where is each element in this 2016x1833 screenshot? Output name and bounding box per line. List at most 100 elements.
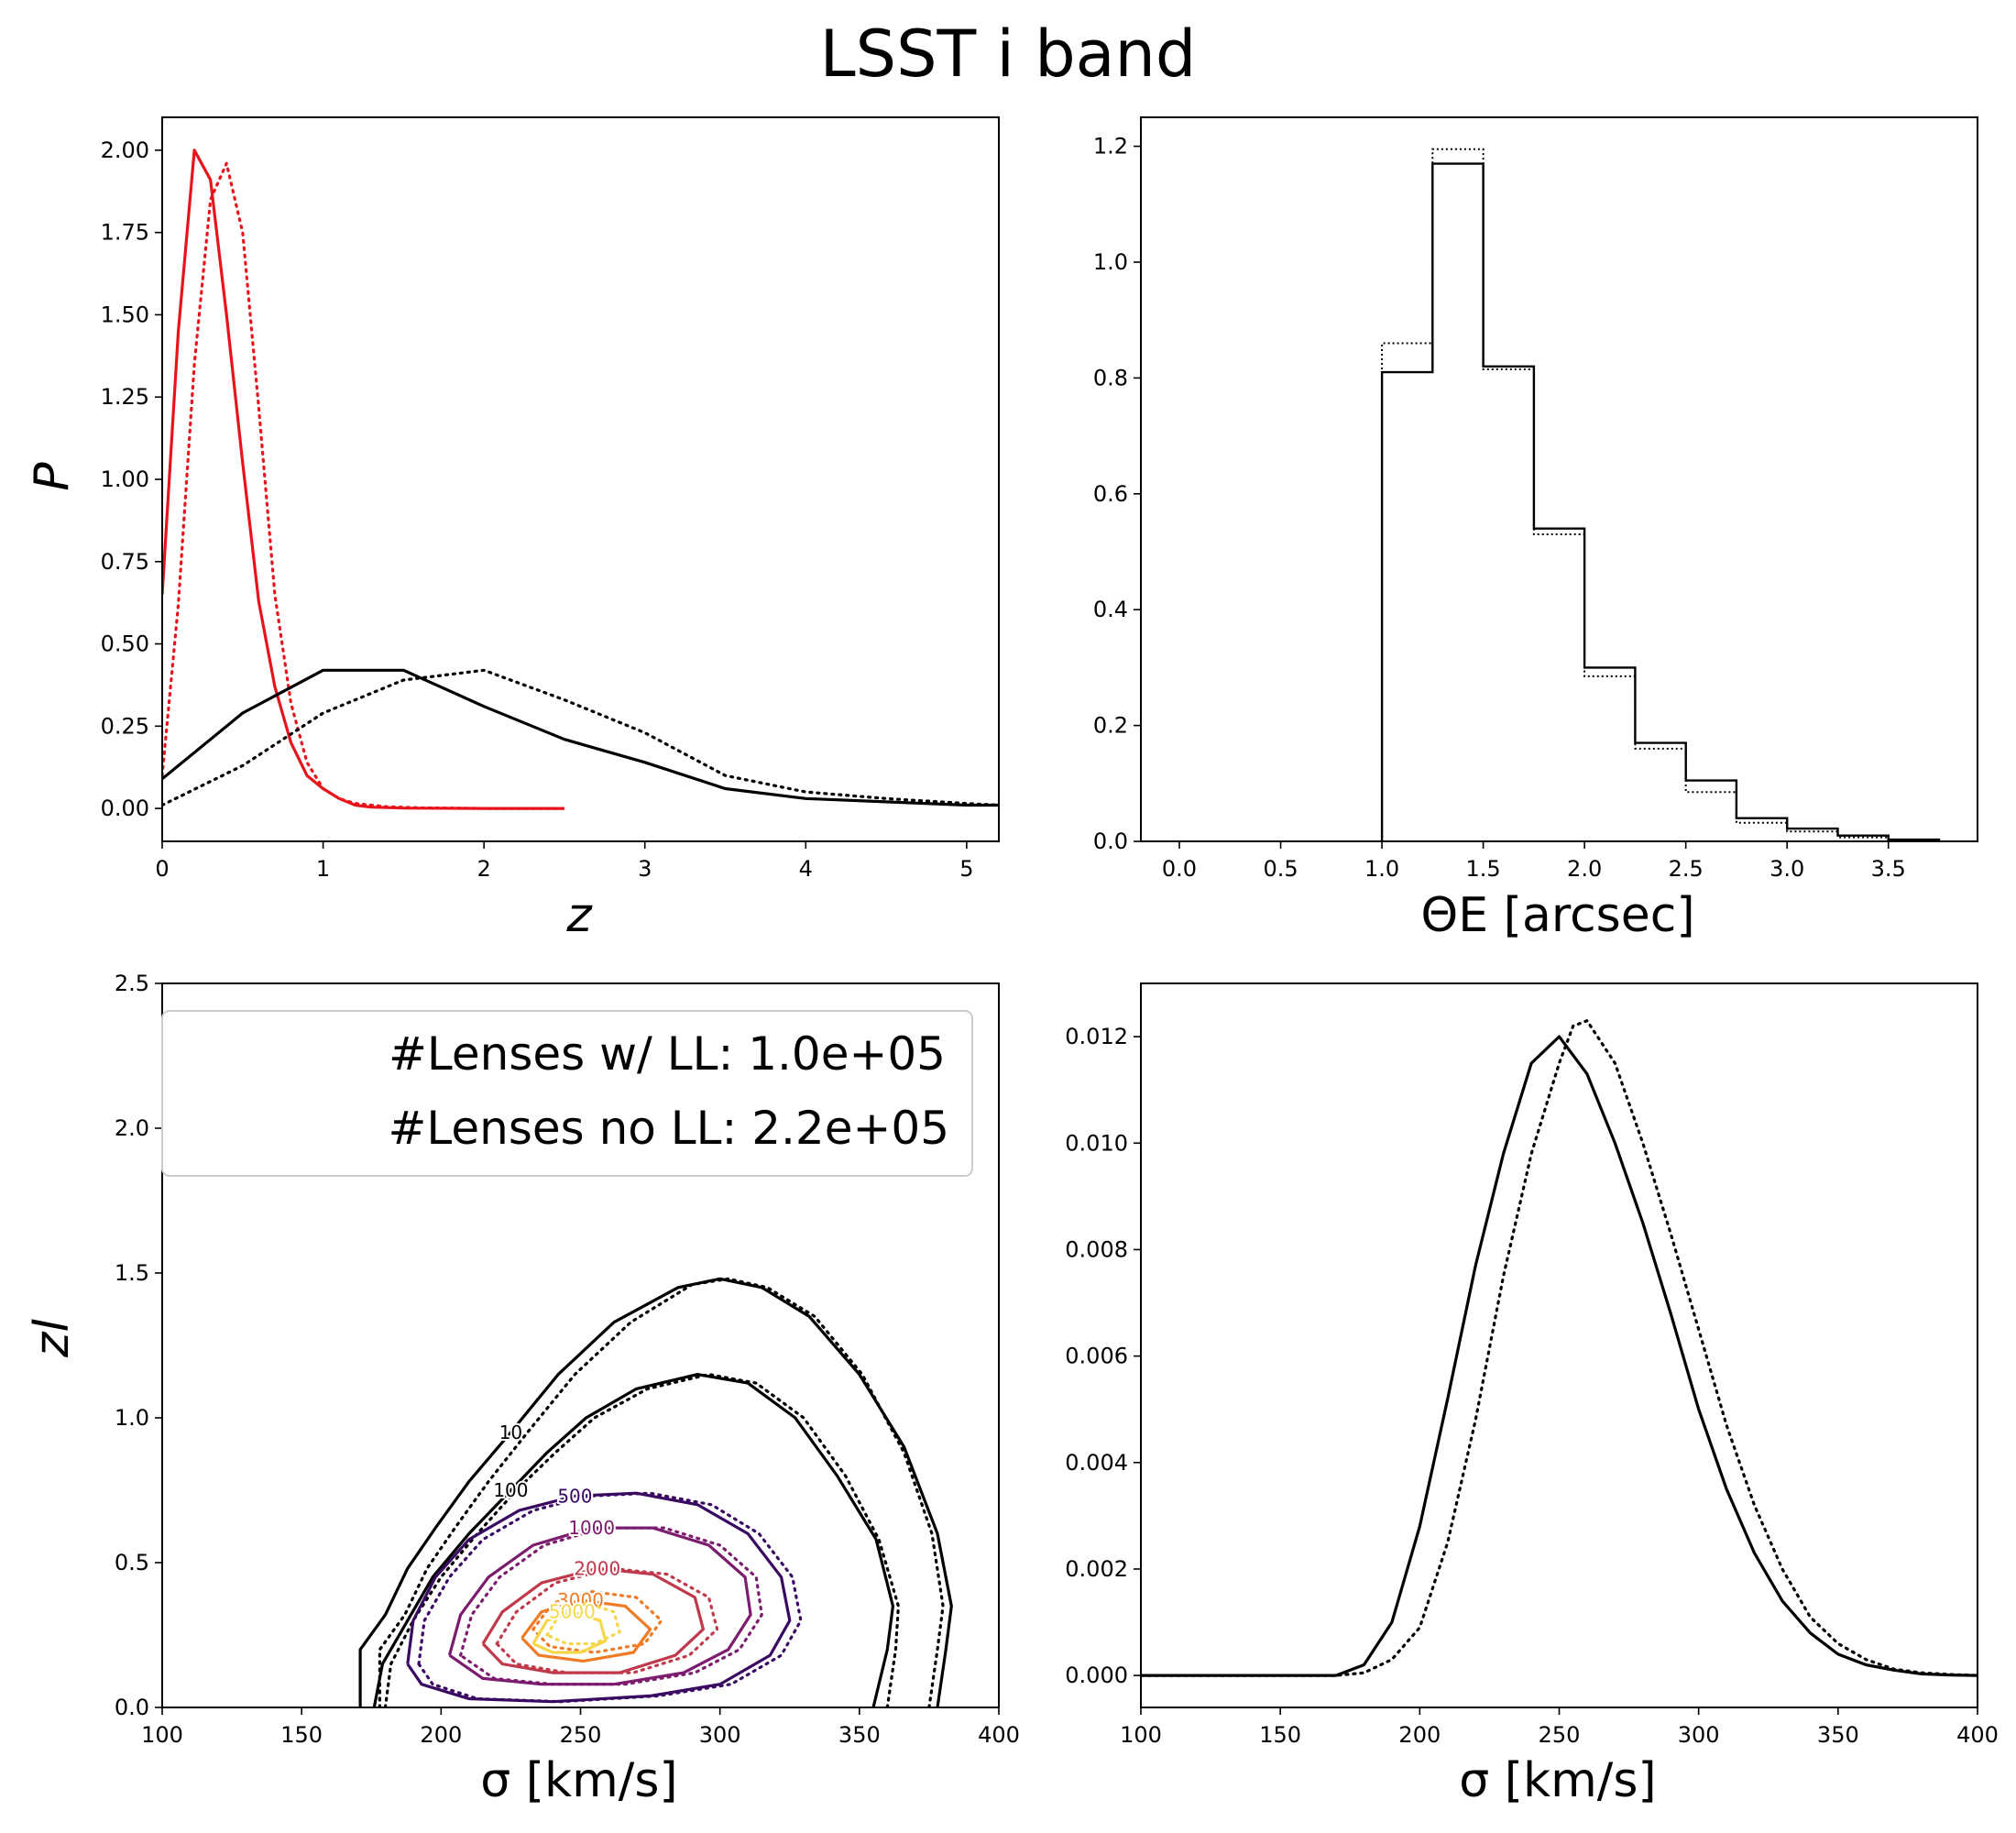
contour-label: 500 bbox=[557, 1485, 592, 1507]
y-tick-label: 0.000 bbox=[1065, 1663, 1128, 1688]
x-axis-label: z bbox=[565, 888, 593, 943]
y-tick-label: 0.25 bbox=[101, 713, 149, 739]
y-tick-label: 2.00 bbox=[101, 137, 149, 163]
contour-line-dotted bbox=[459, 1526, 763, 1686]
y-tick-label: 1.75 bbox=[101, 220, 149, 246]
panel-sigma: 100 150 200 250 300 350 400 0.000 0.002 0.004 0.00… bbox=[1065, 982, 1999, 1808]
y-tick-label: 0.0 bbox=[1093, 829, 1128, 854]
y-tick-label: 0.010 bbox=[1065, 1130, 1128, 1156]
contour-line-solid bbox=[372, 1373, 894, 1707]
plot-area bbox=[162, 148, 999, 810]
x-tick-label: 400 bbox=[978, 1722, 1020, 1748]
y-axis-label: P bbox=[25, 462, 80, 491]
axes-frame bbox=[1140, 116, 1978, 842]
y-tick-label: 0.006 bbox=[1065, 1344, 1128, 1369]
y-tick-label: 2.5 bbox=[115, 971, 149, 996]
x-tick-label: 0 bbox=[155, 856, 169, 882]
x-tick-label: 250 bbox=[560, 1722, 602, 1748]
x-tick-label: 150 bbox=[1259, 1722, 1301, 1748]
series-line-solid bbox=[162, 668, 999, 807]
x-tick-label: 1.0 bbox=[1364, 856, 1399, 882]
contour-line-solid bbox=[481, 1566, 705, 1674]
y-tick-label: 1.0 bbox=[115, 1405, 149, 1431]
y-tick-label: 1.2 bbox=[1093, 134, 1128, 159]
contour-line-dotted bbox=[417, 1491, 803, 1704]
x-tick-label: 150 bbox=[280, 1722, 323, 1748]
x-tick-label: 400 bbox=[1956, 1722, 1999, 1748]
series-line-solid bbox=[1141, 1035, 1978, 1677]
y-tick-label: 0.012 bbox=[1065, 1024, 1128, 1049]
y-tick-label: 0.5 bbox=[115, 1550, 149, 1575]
x-tick-label: 350 bbox=[1817, 1722, 1859, 1748]
histogram-solid bbox=[1380, 162, 1941, 841]
legend-entry: #Lenses no LL: 2.2e+05 bbox=[389, 1102, 950, 1155]
x-tick-label: 3.5 bbox=[1871, 856, 1906, 882]
x-tick-label: 300 bbox=[699, 1722, 741, 1748]
x-tick-label: 2.5 bbox=[1669, 856, 1704, 882]
x-axis-label: σ [km/s] bbox=[1459, 1753, 1656, 1808]
x-tick-label: 0.5 bbox=[1263, 856, 1298, 882]
x-axis-label: ΘE [arcsec] bbox=[1420, 888, 1694, 943]
x-tick-label: 100 bbox=[1120, 1722, 1162, 1748]
contour-label: 100 bbox=[493, 1479, 528, 1501]
contour-line-dotted bbox=[378, 1277, 945, 1707]
x-tick-label: 300 bbox=[1678, 1722, 1720, 1748]
x-tick-label: 1 bbox=[316, 856, 330, 882]
x-axis-label: σ [km/s] bbox=[480, 1753, 677, 1808]
contour-line-dotted bbox=[383, 1372, 901, 1707]
legend-entry: #Lenses w/ LL: 1.0e+05 bbox=[389, 1027, 946, 1081]
x-tick-label: 200 bbox=[1398, 1722, 1441, 1748]
y-tick-label: 0.002 bbox=[1065, 1556, 1128, 1582]
y-axis-label: zl bbox=[25, 1319, 80, 1358]
contour-line-solid bbox=[520, 1598, 652, 1663]
contour-label: 2000 bbox=[574, 1557, 620, 1579]
histogram-dotted bbox=[1381, 148, 1940, 841]
x-tick-label: 5 bbox=[959, 856, 973, 882]
contour-label: 10 bbox=[499, 1421, 522, 1443]
y-tick-label: 0.50 bbox=[101, 631, 149, 657]
contour-line-dotted bbox=[545, 1601, 622, 1646]
y-tick-label: 1.25 bbox=[101, 384, 149, 410]
y-tick-label: 1.5 bbox=[115, 1260, 149, 1286]
x-tick-label: 100 bbox=[141, 1722, 183, 1748]
contour-line-solid bbox=[531, 1610, 608, 1654]
x-tick-label: 3 bbox=[638, 856, 652, 882]
x-tick-label: 350 bbox=[838, 1722, 881, 1748]
y-tick-label: 0.75 bbox=[101, 549, 149, 575]
contour-label: 1000 bbox=[568, 1517, 615, 1539]
series-line-dotted bbox=[162, 161, 566, 810]
contour-label: 5000 bbox=[549, 1601, 596, 1623]
series-line-dotted bbox=[1141, 1019, 1978, 1677]
y-tick-label: 0.6 bbox=[1093, 481, 1128, 507]
axes-frame bbox=[1140, 982, 1978, 1708]
y-tick-label: 0.004 bbox=[1065, 1450, 1128, 1476]
axes-frame bbox=[161, 116, 1000, 842]
x-tick-label: 250 bbox=[1539, 1722, 1581, 1748]
contour-line-dotted bbox=[495, 1566, 719, 1674]
panel-einstein-radius: 0.0 0.5 1.0 1.5 2.0 2.5 3.0 3.5 0.0 0.2 0.4 0.6 0.8 1… bbox=[1093, 116, 1978, 943]
x-tick-label: 1.5 bbox=[1466, 856, 1501, 882]
y-tick-label: 0.0 bbox=[115, 1695, 149, 1720]
x-tick-label: 2 bbox=[477, 856, 491, 882]
y-tick-label: 2.0 bbox=[115, 1115, 149, 1141]
x-tick-label: 2.0 bbox=[1567, 856, 1602, 882]
plot-area bbox=[1141, 1019, 1978, 1677]
y-tick-label: 1.50 bbox=[101, 302, 149, 327]
series-line-solid bbox=[162, 148, 564, 810]
y-tick-label: 0.00 bbox=[101, 796, 149, 821]
axes-frame bbox=[161, 982, 1000, 1708]
y-tick-label: 1.0 bbox=[1093, 249, 1128, 275]
contour-line-solid bbox=[358, 1277, 953, 1707]
y-tick-label: 0.2 bbox=[1093, 713, 1128, 739]
plot-area bbox=[1380, 148, 1941, 841]
figure-title: LSST i band bbox=[819, 16, 1197, 92]
contour-label: 3000 bbox=[557, 1589, 604, 1611]
contour-line-dotted bbox=[531, 1589, 663, 1654]
x-tick-label: 0.0 bbox=[1162, 856, 1197, 882]
y-tick-label: 0.4 bbox=[1093, 597, 1128, 622]
y-tick-label: 0.8 bbox=[1093, 365, 1128, 390]
x-tick-label: 4 bbox=[799, 856, 813, 882]
x-tick-label: 3.0 bbox=[1769, 856, 1804, 882]
